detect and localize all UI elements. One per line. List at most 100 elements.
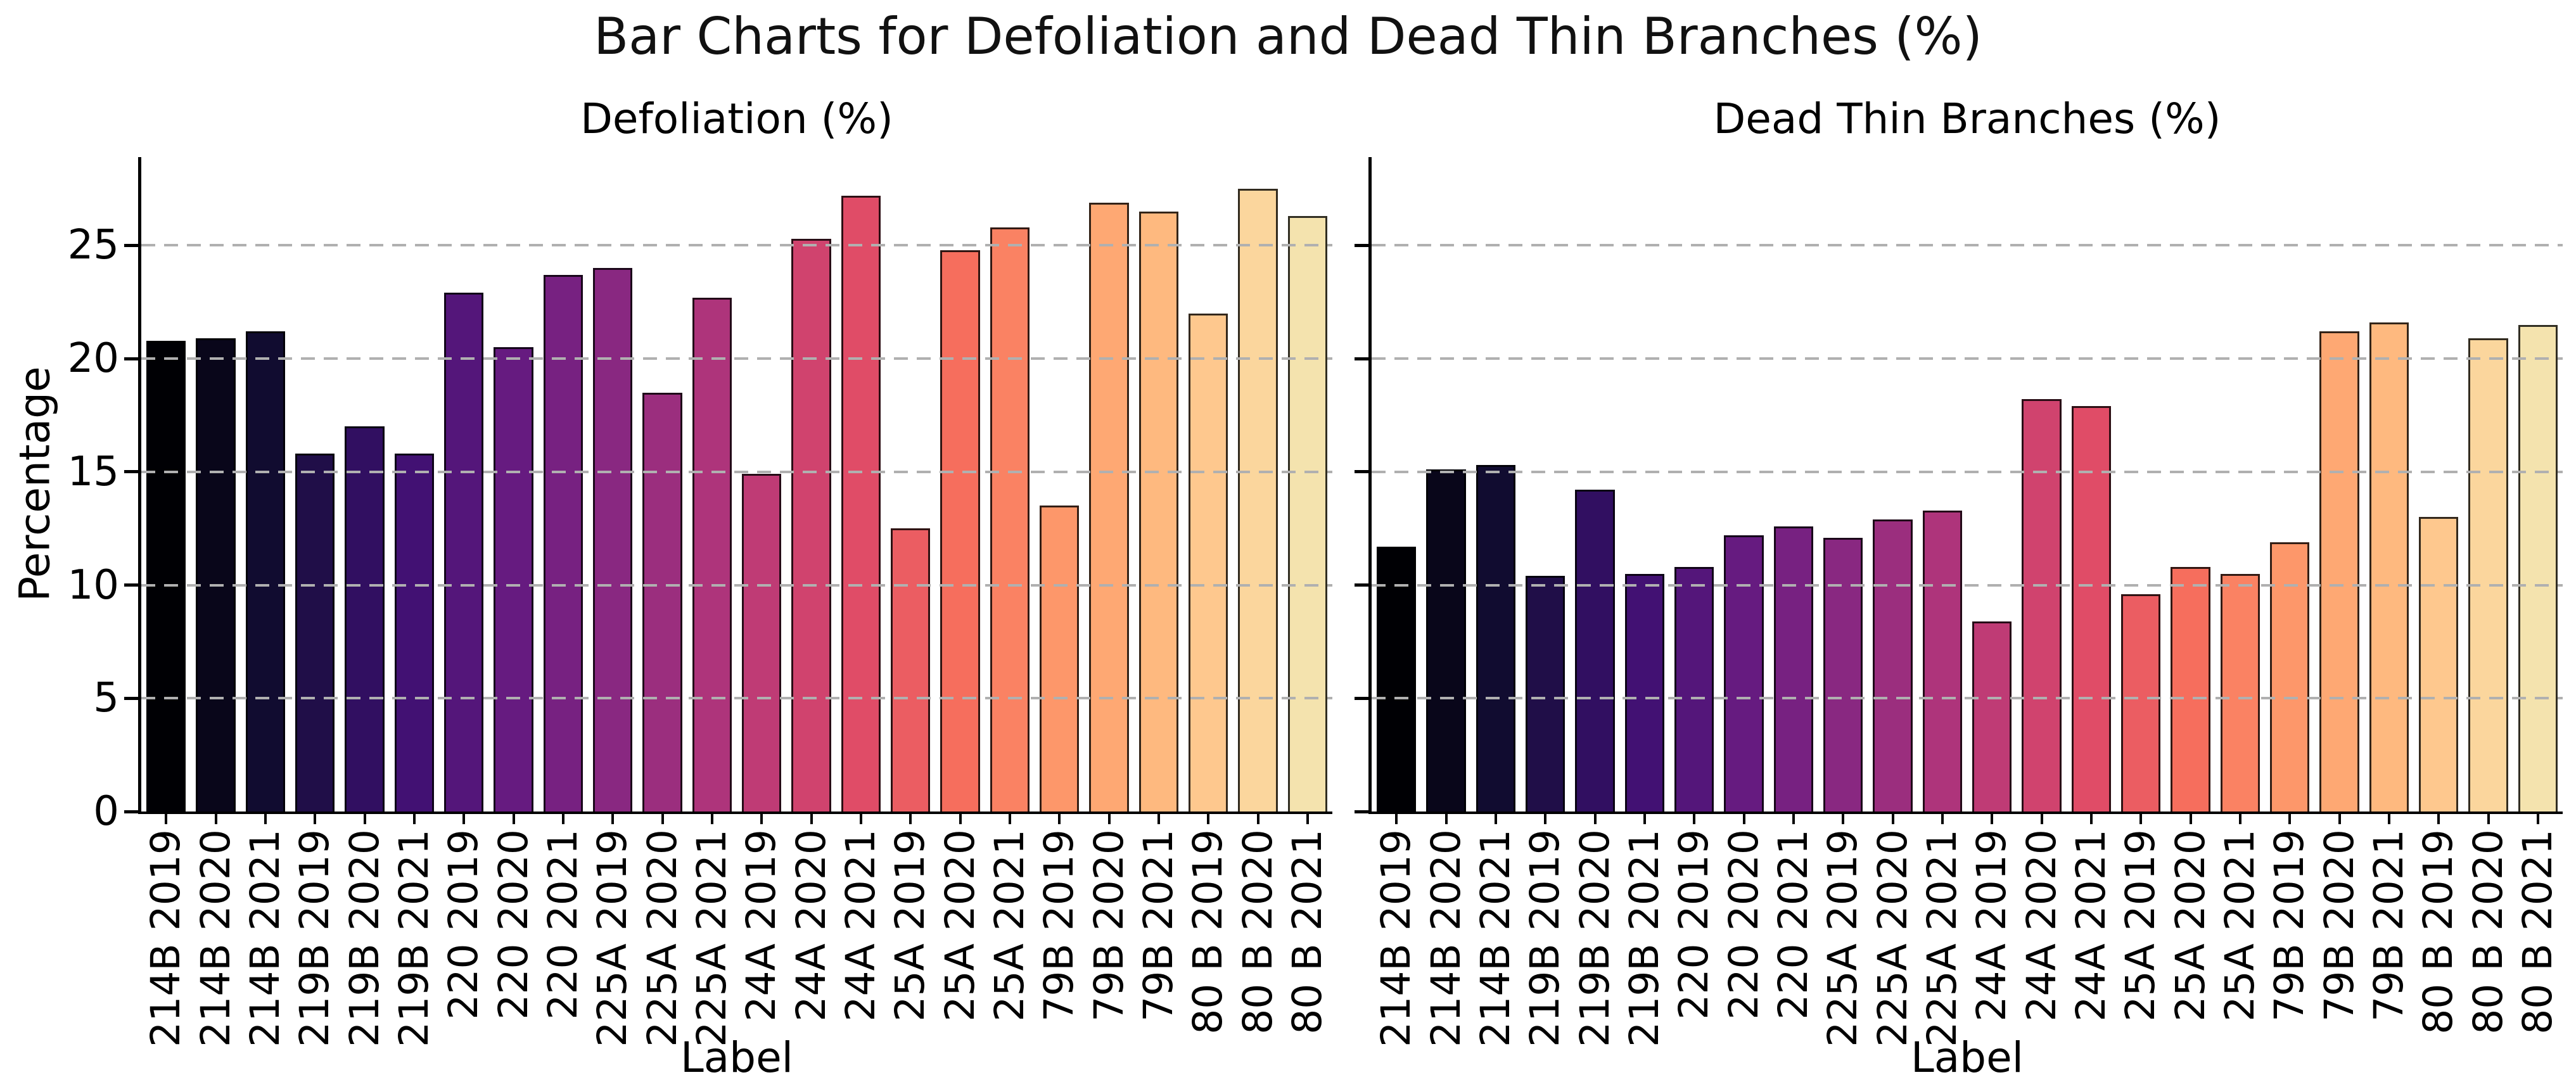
x-tick — [1891, 814, 1894, 824]
bar — [1823, 537, 1863, 812]
bar — [2171, 566, 2210, 812]
x-tick-label: 219B 2020 — [1571, 829, 1618, 1047]
x-tick-label: 24A 2021 — [2067, 829, 2114, 1022]
bar — [1426, 469, 1466, 812]
gridline — [141, 470, 1332, 473]
figure-title: Bar Charts for Defoliation and Dead Thin… — [594, 7, 1982, 66]
x-tick — [1643, 814, 1646, 824]
gridline — [1372, 357, 2563, 360]
gridline — [141, 244, 1332, 247]
x-tick — [2387, 814, 2390, 824]
x-tick — [214, 814, 217, 824]
bar — [1773, 526, 1814, 812]
x-tick-label: 79B 2020 — [2316, 829, 2362, 1022]
x-tick-label: 24A 2019 — [1968, 829, 2015, 1022]
x-tick — [661, 814, 664, 824]
gridline — [1372, 583, 2563, 587]
bar — [1188, 313, 1228, 812]
y-tick — [124, 243, 138, 247]
x-tick — [611, 814, 615, 824]
x-tick-label: 225A 2019 — [1820, 829, 1866, 1047]
bar — [2269, 542, 2310, 812]
x-tick-label: 219B 2019 — [291, 829, 338, 1047]
y-tick — [1355, 470, 1368, 474]
x-tick-label: 225A 2021 — [1918, 829, 1965, 1047]
y-tick — [1355, 810, 1368, 813]
x-tick-label: 214B 2019 — [143, 829, 189, 1047]
x-tick — [810, 814, 813, 824]
x-tick-label: 220 2019 — [1671, 829, 1718, 1020]
x-tick-label: 214B 2020 — [1422, 829, 1469, 1047]
x-tick — [959, 814, 962, 824]
x-tick-label: 219B 2021 — [1621, 829, 1667, 1047]
y-tick — [1355, 243, 1368, 247]
bar — [1575, 490, 1615, 812]
x-tick — [512, 814, 515, 824]
x-tick — [462, 814, 466, 824]
bar — [394, 454, 435, 812]
y-tick-label: 10 — [67, 561, 119, 609]
x-tick-label: 79B 2019 — [1036, 829, 1083, 1022]
x-tick — [859, 814, 862, 824]
x-tick — [1742, 814, 1745, 824]
bar — [741, 474, 782, 812]
x-tick — [2437, 814, 2440, 824]
x-tick — [1991, 814, 1994, 824]
x-tick-label: 24A 2020 — [787, 829, 834, 1022]
bar — [1376, 546, 1417, 812]
x-tick-label: 220 2019 — [440, 829, 487, 1020]
x-tick-label: 25A 2019 — [887, 829, 934, 1022]
x-tick — [1842, 814, 1845, 824]
x-tick-label: 220 2021 — [539, 829, 586, 1020]
x-tick — [1256, 814, 1259, 824]
bar — [2468, 338, 2508, 812]
x-tick-label: 225A 2021 — [688, 829, 735, 1047]
bar — [1674, 566, 1714, 812]
gridline — [141, 357, 1332, 360]
subplot-dead-thin-branches: Dead Thin Branches (%) Label 214B 2019 21… — [1355, 94, 2563, 1079]
bar — [642, 392, 682, 812]
bar — [245, 331, 286, 812]
bar — [1525, 576, 1565, 812]
x-tick — [2487, 814, 2490, 824]
bar — [146, 340, 186, 812]
bar — [592, 268, 633, 812]
x-tick — [1008, 814, 1011, 824]
x-tick — [710, 814, 713, 824]
bar — [1238, 189, 1278, 812]
bar — [2120, 594, 2161, 812]
y-tick-label: 5 — [93, 675, 119, 722]
x-tick-label: 79B 2019 — [2266, 829, 2313, 1022]
bar — [1624, 573, 1665, 812]
y-tick-label: 0 — [93, 788, 119, 835]
y-tick — [1355, 583, 1368, 587]
x-tick-label: 225A 2020 — [639, 829, 685, 1047]
bar — [791, 238, 831, 812]
bar — [345, 426, 385, 812]
x-tick-label: 214B 2019 — [1373, 829, 1420, 1047]
y-tick-label: 15 — [67, 448, 119, 495]
x-tick — [1693, 814, 1696, 824]
gridline — [1372, 697, 2563, 700]
bar — [990, 227, 1030, 812]
bar — [2071, 406, 2112, 812]
x-tick — [909, 814, 912, 824]
bar — [2418, 517, 2459, 812]
x-tick — [2040, 814, 2043, 824]
x-tick — [314, 814, 317, 824]
x-tick-label: 214B 2021 — [1472, 829, 1519, 1047]
x-tick-label: 79B 2020 — [1085, 829, 1132, 1022]
x-tick — [1941, 814, 1944, 824]
x-tick — [2189, 814, 2192, 824]
bar — [295, 454, 335, 812]
x-tick-label: 220 2021 — [1769, 829, 1816, 1020]
x-tick — [412, 814, 416, 824]
gridline — [141, 583, 1332, 587]
x-tick-label: 80 B 2020 — [2464, 829, 2511, 1034]
bar — [1138, 211, 1179, 812]
bar — [2220, 573, 2260, 812]
x-tick — [2288, 814, 2292, 824]
x-tick-label: 24A 2021 — [837, 829, 884, 1022]
x-tick-label: 24A 2020 — [2018, 829, 2065, 1022]
gridline — [1372, 244, 2563, 247]
